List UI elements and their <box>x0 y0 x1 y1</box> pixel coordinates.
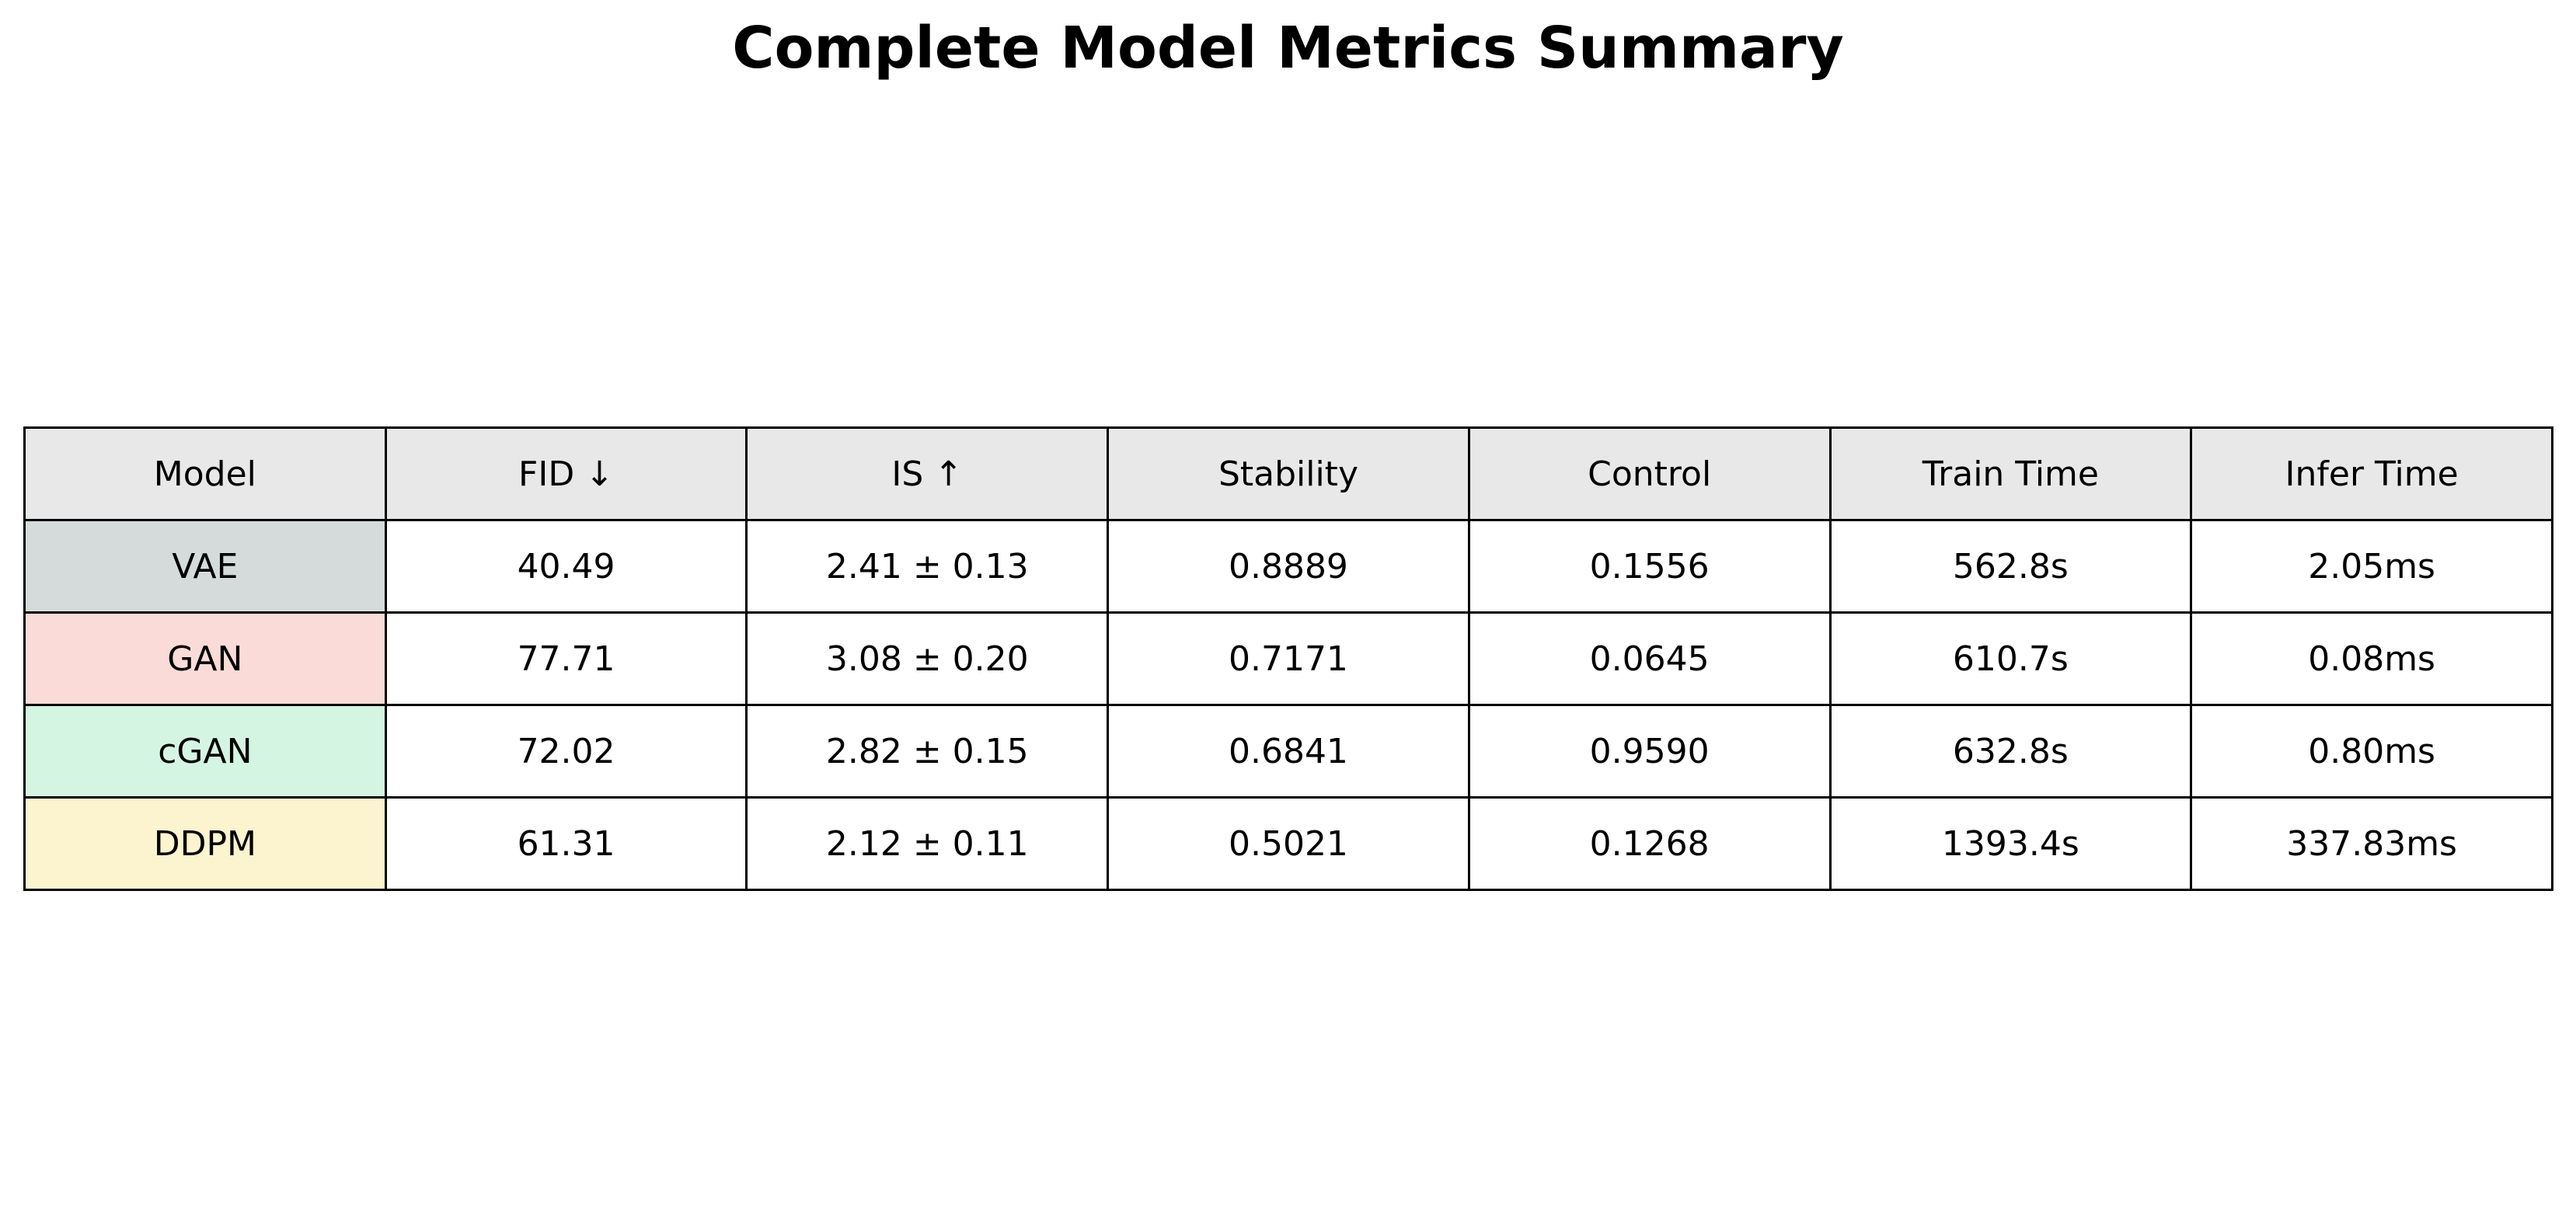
fid-cell: 61.31 <box>384 796 748 891</box>
infer-time-cell: 0.08ms <box>2190 611 2553 706</box>
train-time-cell: 562.8s <box>1828 519 2193 614</box>
infer-time-cell: 2.05ms <box>2190 519 2553 614</box>
fid-cell: 72.02 <box>384 704 748 799</box>
model-cell: DDPM <box>23 796 387 891</box>
infer-time-cell: 0.80ms <box>2190 704 2553 799</box>
header-cell-is: IS ↑ <box>745 426 1110 521</box>
is-cell: 2.41 ± 0.13 <box>745 519 1110 614</box>
infer-time-cell: 337.83ms <box>2190 796 2553 891</box>
stability-cell: 0.7171 <box>1107 611 1470 706</box>
header-cell-stability: Stability <box>1107 426 1470 521</box>
fid-cell: 77.71 <box>384 611 748 706</box>
table-row-gan: GAN 77.71 3.08 ± 0.20 0.7171 0.0645 610.… <box>23 611 2553 706</box>
table-row-vae: VAE 40.49 2.41 ± 0.13 0.8889 0.1556 562.… <box>23 519 2553 614</box>
table-row-ddpm: DDPM 61.31 2.12 ± 0.11 0.5021 0.1268 139… <box>23 796 2553 891</box>
model-cell: cGAN <box>23 704 387 799</box>
control-cell: 0.0645 <box>1467 611 1832 706</box>
train-time-cell: 1393.4s <box>1828 796 2193 891</box>
is-cell: 3.08 ± 0.20 <box>745 611 1110 706</box>
table-row-cgan: cGAN 72.02 2.82 ± 0.15 0.6841 0.9590 632… <box>23 704 2553 799</box>
header-cell-infer-time: Infer Time <box>2190 426 2553 521</box>
control-cell: 0.1556 <box>1467 519 1832 614</box>
control-cell: 0.1268 <box>1467 796 1832 891</box>
train-time-cell: 610.7s <box>1828 611 2193 706</box>
header-row: Model FID ↓ IS ↑ Stability Control Train… <box>23 426 2553 521</box>
is-cell: 2.82 ± 0.15 <box>745 704 1110 799</box>
is-cell: 2.12 ± 0.11 <box>745 796 1110 891</box>
stability-cell: 0.8889 <box>1107 519 1470 614</box>
header-cell-model: Model <box>23 426 387 521</box>
stability-cell: 0.6841 <box>1107 704 1470 799</box>
header-cell-control: Control <box>1467 426 1832 521</box>
fid-cell: 40.49 <box>384 519 748 614</box>
model-cell: VAE <box>23 519 387 614</box>
model-cell: GAN <box>23 611 387 706</box>
train-time-cell: 632.8s <box>1828 704 2193 799</box>
metrics-table: Model FID ↓ IS ↑ Stability Control Train… <box>23 426 2553 891</box>
header-cell-train-time: Train Time <box>1828 426 2193 521</box>
stability-cell: 0.5021 <box>1107 796 1470 891</box>
control-cell: 0.9590 <box>1467 704 1832 799</box>
header-cell-fid: FID ↓ <box>384 426 748 521</box>
chart-title: Complete Model Metrics Summary <box>732 15 1844 82</box>
